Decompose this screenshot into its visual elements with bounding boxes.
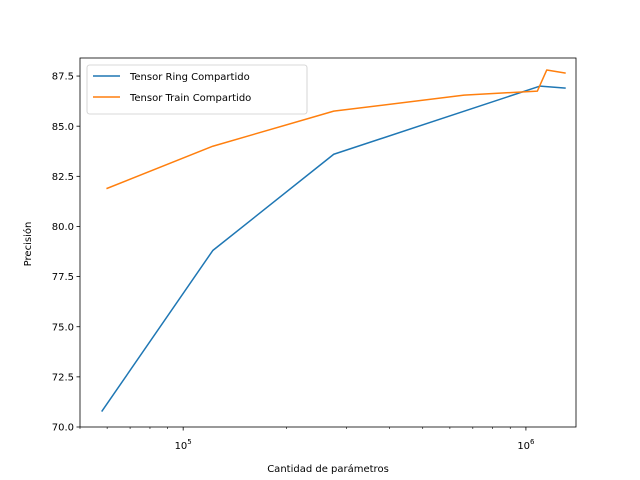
y-tick-label: 70.0 <box>52 423 74 434</box>
series-line-2 <box>106 69 566 190</box>
y-tick-label: 85.0 <box>52 122 74 133</box>
axes: 70.0 72.5 75.0 77.5 80.0 82.5 85.0 87.5 105 106 <box>52 57 577 452</box>
x-tick-label: 105 <box>175 438 192 452</box>
series-line-1 <box>101 85 566 413</box>
legend-label-1: Tensor Ring Compartido <box>129 72 250 83</box>
x-tick-label: 106 <box>517 438 535 452</box>
plot-area <box>101 69 566 413</box>
legend-box <box>86 64 308 115</box>
y-tick-label: 75.0 <box>52 322 74 333</box>
y-tick-label: 80.0 <box>52 222 74 233</box>
y-tick-label: 82.5 <box>52 172 74 183</box>
y-axis-label: Precisión <box>22 222 34 267</box>
y-tick-label: 87.5 <box>52 72 74 83</box>
x-axis-label: Cantidad de parámetros <box>267 463 389 475</box>
y-tick-label: 77.5 <box>52 272 74 283</box>
y-tick-label: 72.5 <box>52 372 74 383</box>
axes-frame <box>79 57 577 428</box>
legend-label-2: Tensor Train Compartido <box>129 93 251 104</box>
legend: Tensor Ring Compartido Tensor Train Compa… <box>86 64 308 115</box>
